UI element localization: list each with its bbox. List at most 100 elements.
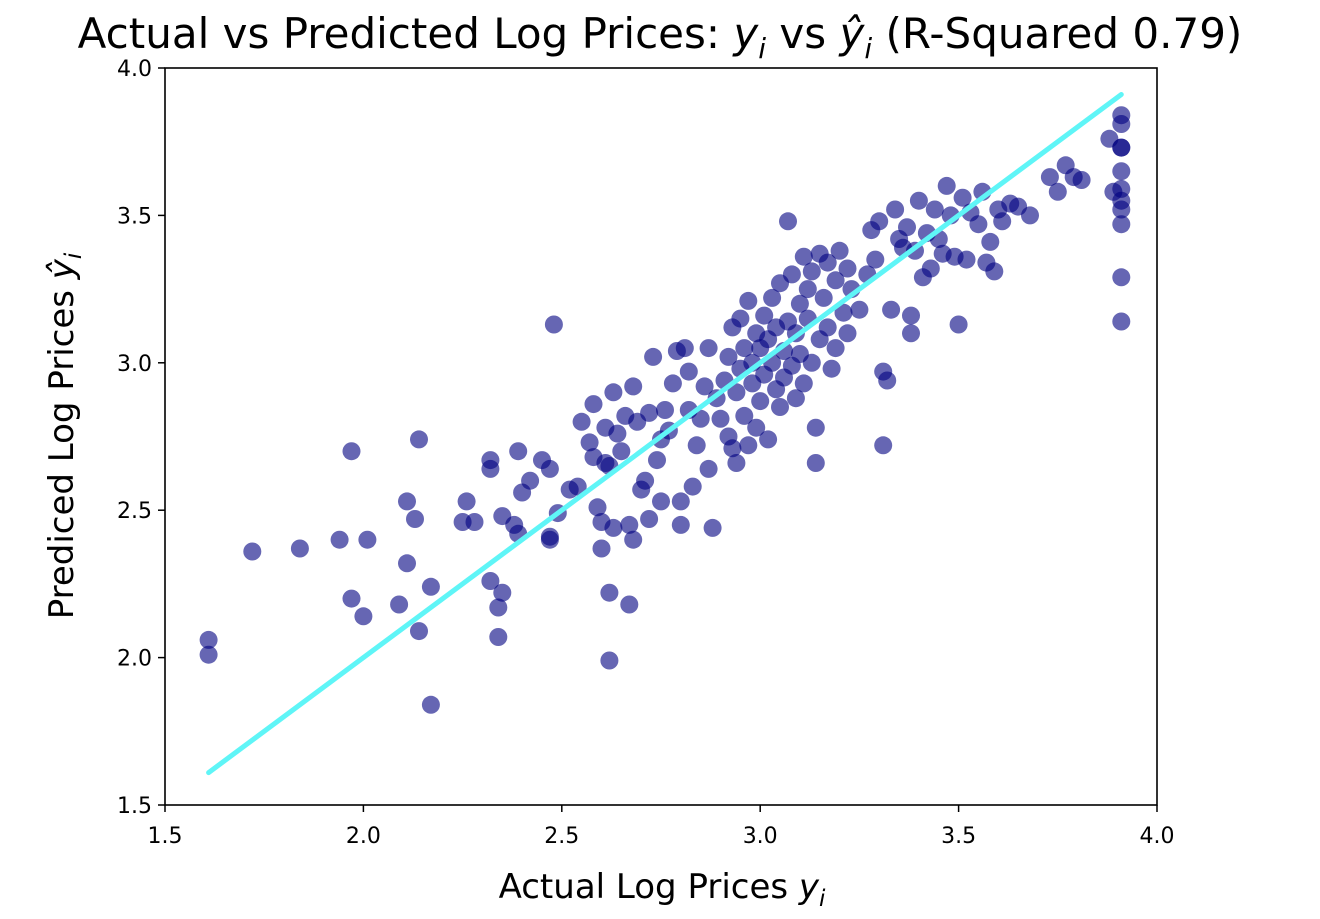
data-point xyxy=(1021,206,1039,225)
data-point xyxy=(600,583,619,602)
data-point xyxy=(290,539,309,558)
data-point xyxy=(636,471,655,490)
data-point xyxy=(624,530,643,549)
data-point xyxy=(354,607,373,626)
data-point xyxy=(544,315,563,334)
data-point xyxy=(703,518,722,537)
data-point xyxy=(568,477,587,496)
data-point xyxy=(719,347,738,366)
data-point xyxy=(489,598,508,617)
x-tick-label: 2.0 xyxy=(346,824,381,849)
data-point xyxy=(798,280,817,299)
data-point xyxy=(731,309,750,328)
data-point xyxy=(540,459,559,478)
data-point xyxy=(540,530,559,549)
fit-line xyxy=(206,92,1124,776)
data-point xyxy=(600,651,619,670)
data-point xyxy=(199,645,218,664)
data-point xyxy=(406,510,424,528)
data-point xyxy=(759,430,778,449)
y-axis-title: Prediced Log Prices ŷi xyxy=(42,252,87,619)
data-point xyxy=(588,498,607,517)
data-point xyxy=(747,418,766,437)
data-point xyxy=(330,530,349,549)
data-point xyxy=(981,232,1000,251)
data-point xyxy=(699,339,718,358)
data-point xyxy=(794,247,813,266)
data-point xyxy=(834,303,853,322)
x-tick-label: 4.0 xyxy=(1140,824,1175,849)
data-point xyxy=(580,433,599,452)
data-point xyxy=(1112,115,1131,133)
data-point xyxy=(671,515,690,534)
data-point xyxy=(937,176,956,195)
data-point xyxy=(683,477,702,496)
data-point xyxy=(1112,200,1131,219)
data-point xyxy=(727,454,746,472)
points-layer xyxy=(199,106,1131,714)
data-point xyxy=(822,359,841,378)
data-point xyxy=(782,265,801,284)
data-point xyxy=(735,406,754,425)
data-point xyxy=(358,530,377,549)
data-point xyxy=(390,595,409,614)
y-tick-label: 3.0 xyxy=(117,352,152,377)
data-point xyxy=(814,288,833,307)
data-point xyxy=(806,418,825,437)
data-point xyxy=(620,515,639,534)
data-point xyxy=(592,539,611,558)
data-point xyxy=(679,362,698,381)
data-point xyxy=(671,492,690,511)
data-point xyxy=(870,212,889,231)
chart-title: Actual vs Predicted Log Prices: yi vs ŷi… xyxy=(78,9,1243,65)
data-point xyxy=(640,510,659,528)
data-point xyxy=(624,377,643,396)
data-point xyxy=(421,577,440,596)
x-tick-label: 2.5 xyxy=(544,824,579,849)
y-tick-label: 4.0 xyxy=(117,57,152,82)
data-point xyxy=(969,215,988,234)
data-point xyxy=(723,439,742,458)
y-tick-label: 2.5 xyxy=(117,499,152,524)
data-point xyxy=(398,492,416,511)
data-point xyxy=(1040,168,1059,187)
x-tick-label: 1.5 xyxy=(148,824,183,849)
data-point xyxy=(620,595,639,614)
data-point xyxy=(818,318,837,337)
x-axis-title: Actual Log Prices yi xyxy=(499,867,826,912)
data-point xyxy=(699,459,718,478)
data-point xyxy=(711,409,730,428)
data-point xyxy=(648,451,666,470)
data-point xyxy=(243,542,262,561)
data-point xyxy=(656,401,674,419)
data-point xyxy=(794,374,813,393)
data-point xyxy=(465,513,484,531)
data-point xyxy=(802,262,821,281)
data-point xyxy=(410,622,428,641)
y-tick-label: 2.0 xyxy=(117,647,152,672)
data-point xyxy=(675,339,694,358)
data-point xyxy=(898,218,916,237)
data-point xyxy=(771,398,789,416)
data-point xyxy=(342,442,361,461)
data-point xyxy=(663,374,682,393)
data-point xyxy=(604,383,623,402)
data-point xyxy=(882,300,901,319)
data-point xyxy=(838,324,857,343)
data-point xyxy=(878,371,897,390)
data-point xyxy=(687,436,706,455)
data-point xyxy=(735,339,754,358)
data-point xyxy=(826,271,845,290)
data-point xyxy=(727,383,746,402)
data-point xyxy=(481,451,500,470)
data-point xyxy=(493,583,512,602)
data-point xyxy=(763,288,782,307)
data-point xyxy=(481,572,500,590)
data-point xyxy=(1072,171,1091,189)
data-point xyxy=(640,403,659,422)
x-tick-label: 3.5 xyxy=(941,824,976,849)
data-point xyxy=(644,347,663,366)
x-axis: 1.5 2.0 2.5 3.0 3.5 4.0 xyxy=(148,805,1175,849)
data-point xyxy=(457,492,476,511)
